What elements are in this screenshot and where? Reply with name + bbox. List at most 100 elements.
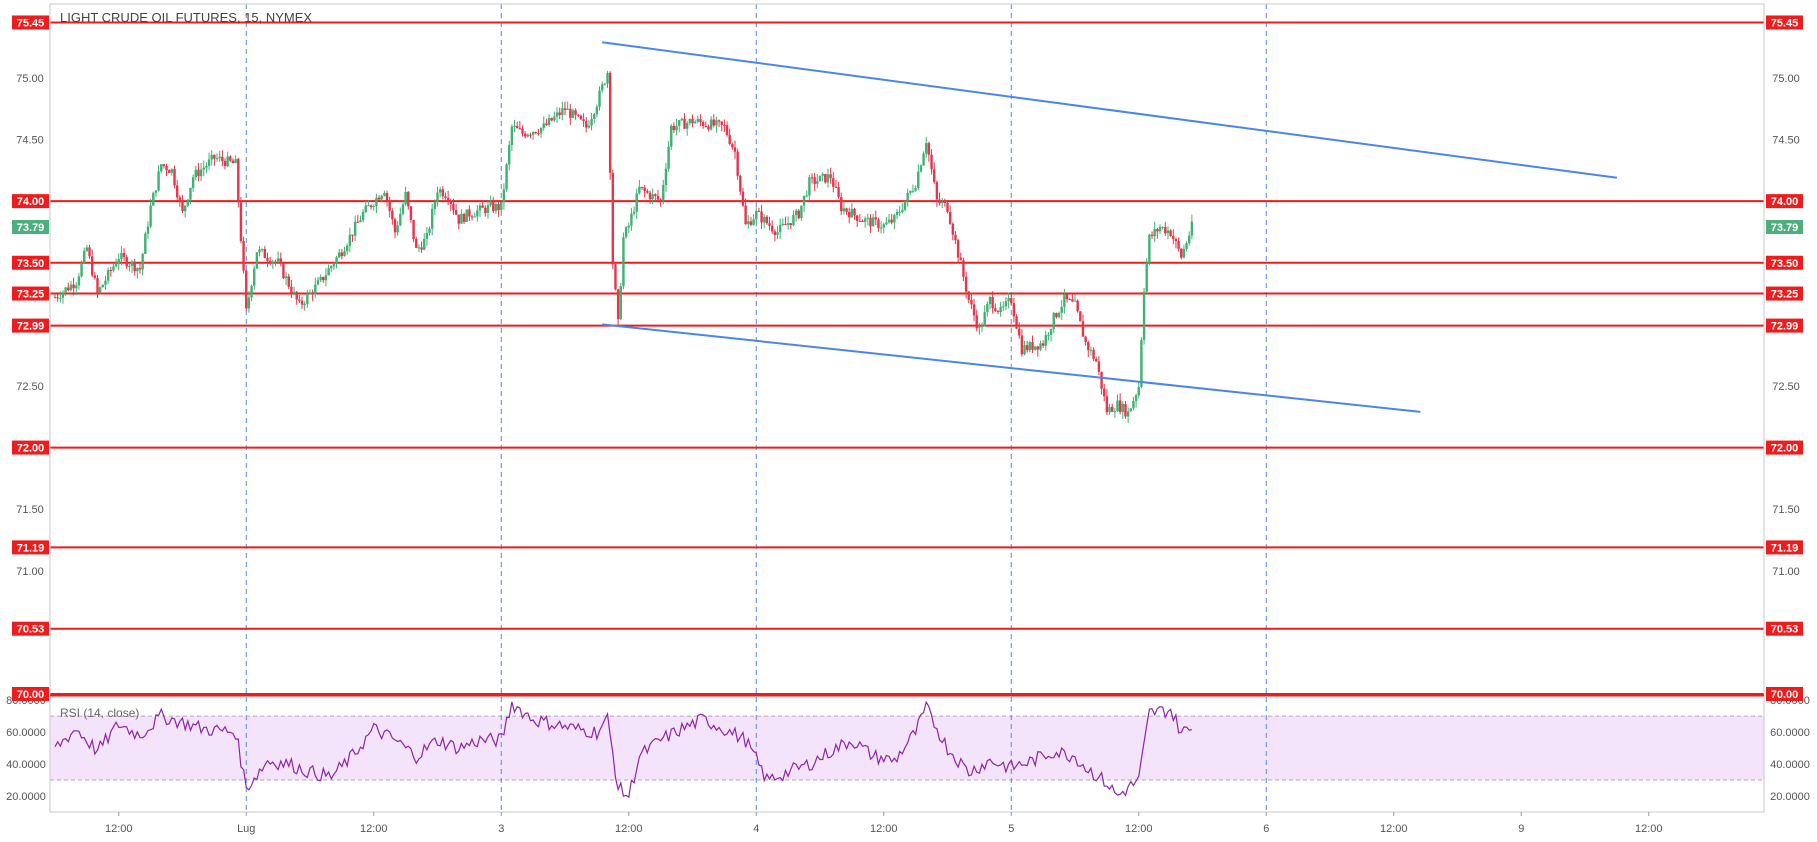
candle-body: [446, 197, 450, 201]
candle-body: [237, 159, 240, 203]
level-tag-right-7: [1766, 621, 1803, 636]
candle-body: [319, 276, 322, 281]
candle-body: [837, 187, 840, 197]
candle-247: [709, 116, 713, 131]
candle-body: [67, 287, 70, 291]
candle-body: [239, 202, 243, 242]
candle-254: [728, 128, 731, 146]
candle-body: [996, 311, 1000, 313]
rsi-band-fill: [50, 716, 1764, 781]
rsi-tick-left-2: 40.0000: [6, 759, 46, 771]
candle-80: [266, 252, 269, 268]
candle-body: [61, 292, 65, 298]
candle-183: [539, 127, 543, 138]
candle-44: [170, 168, 174, 176]
candle-body: [441, 189, 445, 197]
candle-298: [845, 207, 848, 215]
candle-body: [1095, 358, 1098, 362]
candle-202: [590, 112, 593, 131]
candle-314: [887, 213, 891, 224]
candle-body: [460, 213, 463, 224]
candle-body: [245, 270, 248, 309]
candle-359: [1007, 292, 1010, 309]
candle-body: [502, 189, 506, 203]
candle-body: [922, 153, 925, 166]
level-tag-right-8: [1766, 687, 1803, 701]
candle-186: [547, 114, 551, 127]
candle-179: [529, 132, 532, 139]
candle-89: [290, 279, 293, 299]
candle-389: [1087, 340, 1090, 357]
candle-232: [670, 123, 673, 151]
candle-body: [701, 122, 705, 127]
candle-222: [643, 185, 646, 198]
candle-200: [585, 117, 588, 133]
candle-81: [268, 256, 272, 266]
candle-body: [276, 258, 280, 262]
candle-body: [523, 133, 527, 137]
candle-375: [1049, 328, 1053, 342]
chart-title: LIGHT CRUDE OIL FUTURES, 15, NYMEX: [60, 10, 312, 25]
candle-392: [1095, 356, 1098, 362]
candle-body: [324, 275, 328, 281]
level-label-left-5: 72.00: [17, 443, 45, 455]
candle-319: [901, 203, 904, 214]
candle-body: [619, 286, 622, 320]
candle-body: [1076, 300, 1079, 312]
level-tag-left-0: [12, 15, 49, 30]
candle-303: [858, 213, 862, 223]
level-tag-left-3: [12, 286, 49, 301]
candle-219: [635, 188, 638, 219]
candle-body: [999, 306, 1002, 313]
candle-body: [1068, 299, 1071, 301]
candle-body: [587, 125, 591, 128]
candle-281: [800, 205, 803, 221]
candle-body: [813, 177, 816, 184]
candle-body: [109, 270, 112, 272]
candle-409: [1140, 337, 1143, 389]
candle-body: [189, 187, 192, 200]
level-label-right-8: 70.00: [1771, 689, 1799, 701]
candle-413: [1150, 231, 1154, 239]
candle-body: [444, 196, 447, 198]
candle-body: [1057, 312, 1061, 318]
candle-351: [986, 301, 989, 317]
candle-174: [515, 121, 519, 129]
candle-210: [611, 169, 615, 270]
candle-23: [114, 258, 118, 268]
candle-30: [133, 258, 136, 276]
candle-120: [372, 204, 375, 211]
candle-76: [255, 252, 259, 270]
candle-426: [1185, 241, 1188, 252]
candle-322: [909, 190, 912, 195]
level-label-left-7: 70.53: [17, 624, 45, 636]
candle-170: [505, 162, 508, 192]
candle-325: [917, 164, 920, 191]
candle-body: [693, 121, 697, 124]
price-tick-left-1: 74.50: [16, 135, 44, 147]
candle-329: [927, 141, 931, 162]
candle-body: [978, 327, 981, 329]
candle-161: [481, 200, 484, 208]
candle-94: [303, 301, 306, 311]
candle-body: [670, 125, 673, 147]
candle-366: [1025, 341, 1029, 353]
candle-384: [1073, 294, 1077, 302]
candle-body: [550, 118, 553, 121]
candle-379: [1060, 299, 1063, 320]
candle-390: [1089, 346, 1093, 356]
candle-27: [125, 254, 128, 270]
candle-body: [215, 158, 219, 160]
candle-body: [449, 200, 452, 204]
candle-410: [1142, 288, 1146, 345]
candle-90: [292, 286, 296, 296]
candle-body: [64, 287, 67, 293]
candle-243: [699, 114, 702, 127]
candle-body: [1166, 230, 1170, 234]
candle-424: [1180, 247, 1183, 260]
candle-212: [616, 288, 620, 326]
candle-188: [553, 111, 556, 122]
candle-239: [688, 118, 692, 126]
candle-25: [120, 246, 123, 266]
